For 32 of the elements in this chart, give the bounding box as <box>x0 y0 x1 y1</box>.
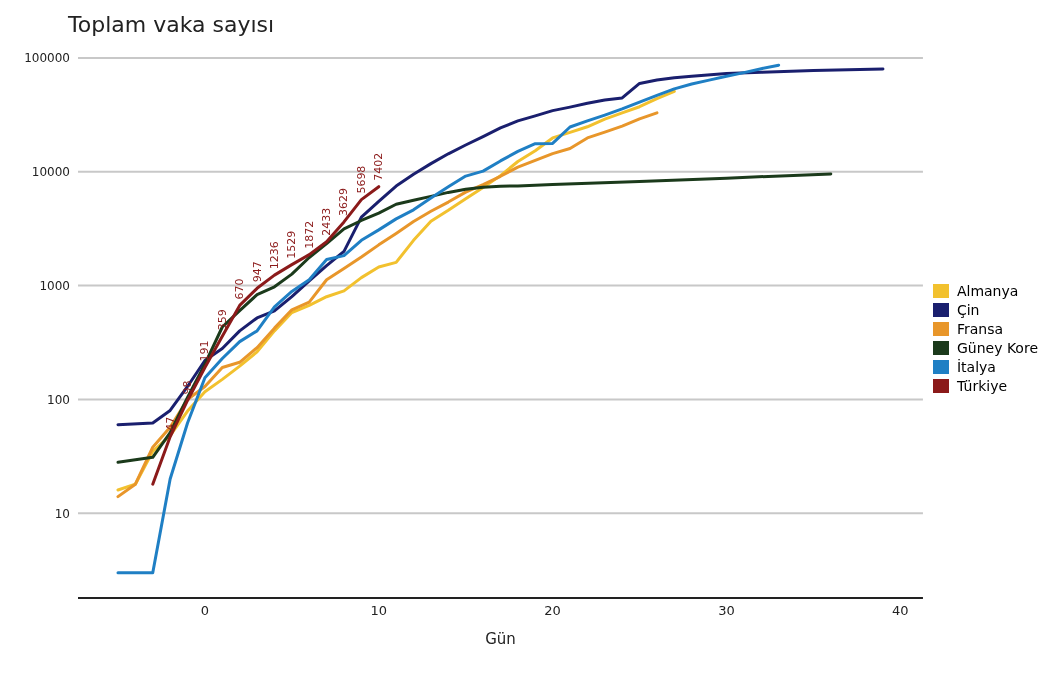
data-label: 359 <box>215 309 229 331</box>
legend-label: Güney Kore <box>956 339 1038 356</box>
x-axis-title: Gün <box>485 630 516 648</box>
data-label: 191 <box>198 340 212 362</box>
data-label: 2433 <box>320 207 334 236</box>
data-label: 98 <box>181 380 195 395</box>
data-label: 3629 <box>337 187 351 216</box>
legend-label: Almanya <box>956 282 1019 299</box>
line-series <box>116 63 781 575</box>
y-tick-label: 10000 <box>31 165 70 180</box>
data-label: 1529 <box>285 230 299 259</box>
data-label: 1236 <box>267 241 281 270</box>
legend-label: Fransa <box>956 320 1004 337</box>
data-label: 1872 <box>302 220 316 249</box>
x-tick-label: 20 <box>544 603 561 619</box>
data-label: 5698 <box>354 165 368 194</box>
legend-label: İtalya <box>956 358 996 375</box>
y-tick-label: 1000 <box>39 278 70 293</box>
chart-title: Toplam vaka sayısı <box>68 12 275 37</box>
data-label: 947 <box>250 261 264 283</box>
x-tick-label: 0 <box>200 603 210 619</box>
y-tick-label: 100000 <box>24 51 70 66</box>
data-label: 670 <box>233 278 247 300</box>
legend-label: Çin <box>956 301 980 318</box>
data-label: 47 <box>163 416 177 431</box>
x-tick-label: 10 <box>370 603 388 619</box>
x-tick-label: 30 <box>718 603 735 619</box>
legend-label: Türkiye <box>956 377 1008 394</box>
x-tick-label: 40 <box>892 603 909 619</box>
data-label: 7402 <box>372 152 386 181</box>
y-tick-label: 10 <box>54 506 70 521</box>
y-tick-label: 100 <box>47 392 70 407</box>
